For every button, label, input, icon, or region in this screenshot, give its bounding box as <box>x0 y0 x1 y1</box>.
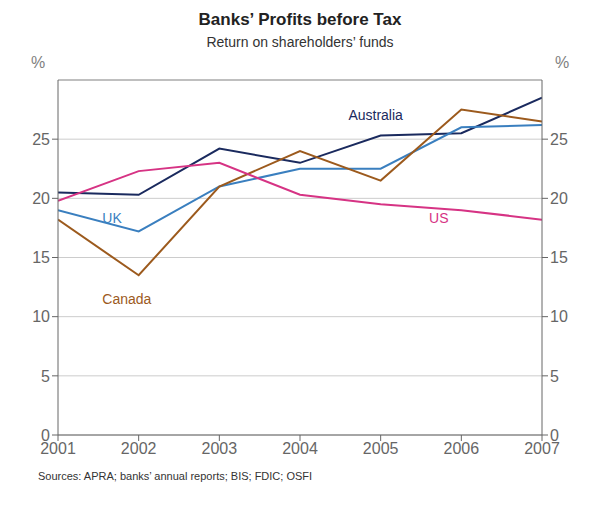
svg-text:20: 20 <box>550 190 568 207</box>
svg-text:5: 5 <box>41 368 50 385</box>
svg-text:0: 0 <box>41 427 50 444</box>
svg-text:25: 25 <box>550 131 568 148</box>
svg-text:20: 20 <box>32 190 50 207</box>
svg-text:10: 10 <box>550 308 568 325</box>
svg-text:2001: 2001 <box>40 440 76 458</box>
svg-text:10: 10 <box>32 308 50 325</box>
svg-text:2005: 2005 <box>363 440 399 457</box>
svg-text:25: 25 <box>32 131 50 148</box>
html-text:Sources: APRA; banks’ annual r: Sources: APRA; banks’ annual reports; BI… <box>38 470 313 482</box>
svg-text:2004: 2004 <box>282 440 318 457</box>
html-text:Banks’ Profits before Tax: Banks’ Profits before Tax <box>198 10 402 29</box>
svg-text:2007: 2007 <box>524 440 560 458</box>
svg-text:15: 15 <box>32 249 50 266</box>
html-text:Return on shareholders’ funds: Return on shareholders’ funds <box>206 34 394 50</box>
svg-text:2006: 2006 <box>444 440 480 457</box>
svg-text:UK: UK <box>102 210 122 226</box>
svg-text:0: 0 <box>550 427 559 444</box>
svg-text:Australia: Australia <box>348 107 403 123</box>
svg-text:2003: 2003 <box>202 440 238 457</box>
svg-text:%: % <box>555 54 569 71</box>
svg-text:Canada: Canada <box>102 291 151 307</box>
svg-text:15: 15 <box>550 249 568 266</box>
svg-text:2002: 2002 <box>121 440 157 457</box>
svg-text:US: US <box>429 210 448 226</box>
svg-text:5: 5 <box>550 368 559 385</box>
svg-text:%: % <box>31 54 45 71</box>
